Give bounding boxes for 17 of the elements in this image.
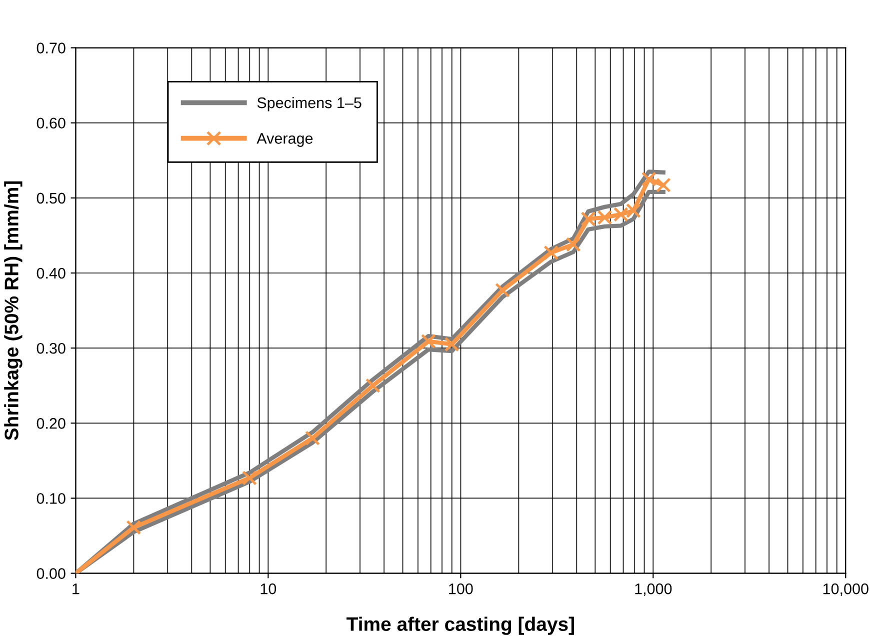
x-tick-label: 1,000 [635,583,672,596]
y-tick-label: 0.60 [36,118,66,129]
legend-label: Average [256,133,313,147]
y-tick-label: 0.70 [36,42,66,54]
x-tick-label: 100 [449,583,473,594]
y-tick-label: 0.30 [36,342,66,354]
y-tick-label: 0.10 [36,493,66,504]
x-axis-title: Time after casting [days] [346,616,574,635]
y-tick-label: 0.20 [36,418,66,429]
y-tick-label: 0.40 [36,268,66,279]
x-tick-label: 1 [72,584,80,594]
y-tick-label: 0.00 [36,568,66,579]
x-tick-label: 10,000 [823,583,868,596]
legend-label: Specimens 1–5 [257,96,362,112]
x-tick-label: 10 [260,583,276,594]
y-axis-title: Shrinkage (50% RH) [mm/m] [4,181,22,440]
y-tick-label: 0.50 [36,192,66,204]
